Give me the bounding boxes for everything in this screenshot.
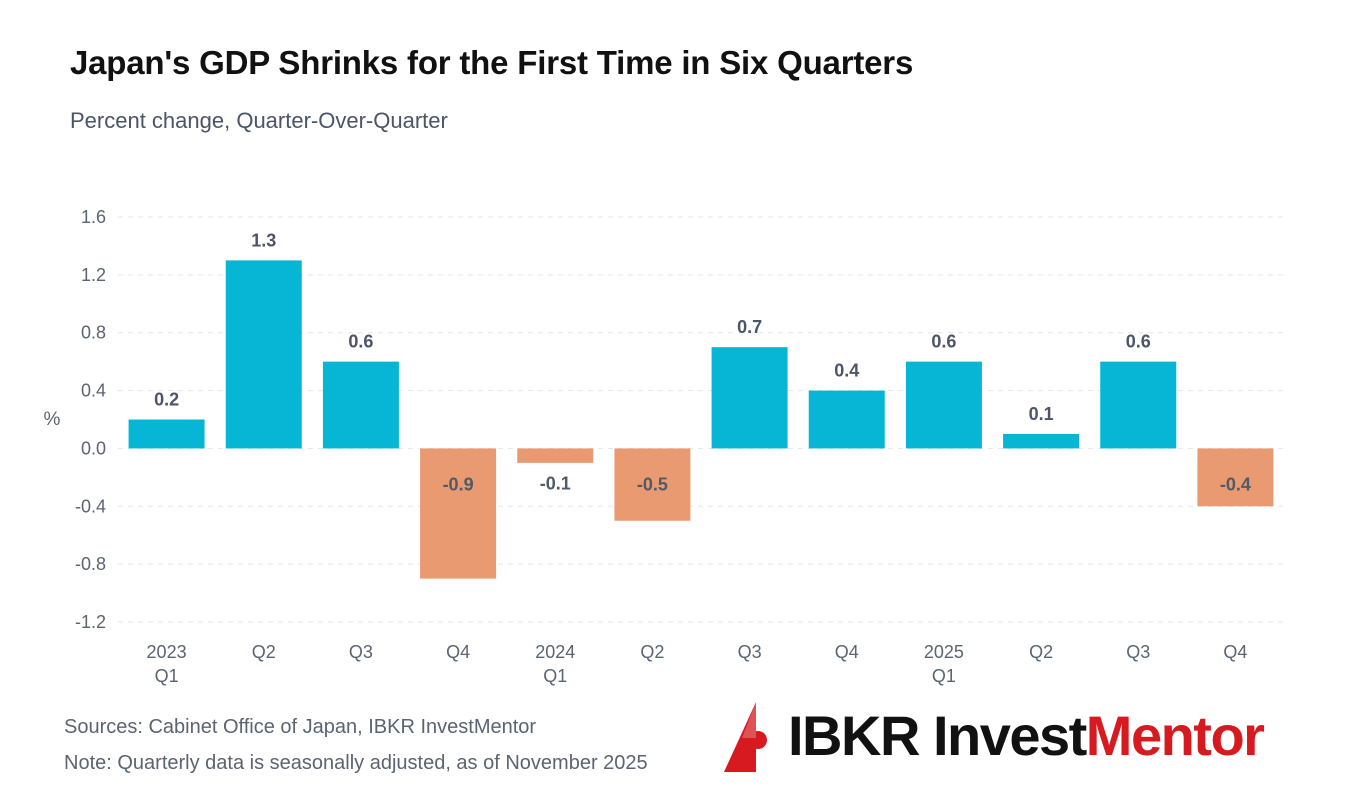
- value-label: -0.1: [540, 473, 571, 493]
- x-tick-label: Q2: [1029, 642, 1053, 662]
- y-tick-label: -0.8: [75, 554, 106, 574]
- bars: [128, 260, 1274, 579]
- y-tick-label: 1.2: [81, 265, 106, 285]
- chart-subtitle: Percent change, Quarter-Over-Quarter: [70, 108, 448, 133]
- y-tick-label: 0.4: [81, 381, 106, 401]
- grid-lines: [118, 216, 1284, 623]
- brand-wordmark: IBKR InvestMentor: [788, 704, 1265, 768]
- bar: [322, 361, 399, 449]
- value-label: 0.6: [1126, 332, 1151, 352]
- value-label: -0.4: [1220, 474, 1251, 494]
- value-label: 0.2: [154, 390, 179, 410]
- y-tick-label: 0.8: [81, 323, 106, 343]
- bar: [1197, 448, 1274, 507]
- y-axis-label: %: [44, 409, 61, 430]
- x-tick-label: Q1: [155, 666, 179, 686]
- value-label: 0.6: [348, 332, 373, 352]
- x-tick-label: Q3: [1126, 642, 1150, 662]
- x-tick-label: Q3: [738, 642, 762, 662]
- x-tick-year: 2025: [924, 642, 964, 662]
- x-axis-ticks: 2023 Q1 Q2 Q3 Q4 2024 Q1 Q2 Q3 Q4 2025 Q1 Q2 Q3 Q4: [147, 642, 1248, 686]
- bar: [128, 419, 205, 449]
- sources-note: Sources: Cabinet Office of Japan, IBKR I…: [64, 716, 537, 738]
- value-label: -0.9: [443, 474, 474, 494]
- x-tick-label: Q3: [349, 642, 373, 662]
- brand-name-red: Mentor: [1085, 704, 1265, 767]
- bar: [420, 448, 497, 579]
- value-label: 0.1: [1029, 404, 1054, 424]
- x-tick-label: Q1: [543, 666, 567, 686]
- value-label: 0.7: [737, 317, 762, 337]
- footnote: Note: Quarterly data is seasonally adjus…: [64, 752, 648, 774]
- bar: [1100, 361, 1177, 449]
- x-tick-label: Q4: [446, 642, 470, 662]
- brand-logo: IBKR InvestMentor: [722, 700, 1302, 776]
- ibkr-logo-icon: [724, 702, 767, 772]
- y-tick-label: 0.0: [81, 438, 106, 458]
- bar: [905, 361, 982, 449]
- bar: [1003, 433, 1080, 449]
- x-tick-year: 2023: [147, 642, 187, 662]
- bar: [808, 390, 885, 449]
- value-labels: 0.2 1.3 0.6 -0.9 -0.1 -0.5 0.7 0.4 0.6 0.1 0.6 -0.4: [154, 230, 1251, 494]
- x-tick-year: 2024: [535, 642, 575, 662]
- x-tick-label: Q2: [640, 642, 664, 662]
- bar: [614, 448, 691, 521]
- bar: [225, 260, 302, 449]
- value-label: -0.5: [637, 474, 668, 494]
- x-tick-label: Q4: [835, 642, 859, 662]
- y-tick-label: 1.6: [81, 207, 106, 227]
- y-tick-label: -0.4: [75, 496, 106, 516]
- value-label: 0.4: [834, 361, 859, 381]
- value-label: 1.3: [251, 230, 276, 250]
- y-tick-label: -1.2: [75, 612, 106, 632]
- value-label: 0.6: [931, 332, 956, 352]
- x-tick-label: Q2: [252, 642, 276, 662]
- brand-name-dark: IBKR Invest: [788, 704, 1087, 767]
- bar-chart: 1.6 1.2 0.8 0.4 0.0 -0.4 -0.8 -1.2 % 0.2 1.3 0.6 -…: [44, 207, 1284, 686]
- y-axis-ticks: 1.6 1.2 0.8 0.4 0.0 -0.4 -0.8 -1.2: [75, 207, 106, 632]
- x-tick-label: Q1: [932, 666, 956, 686]
- bar: [517, 448, 594, 463]
- x-tick-label: Q4: [1223, 642, 1247, 662]
- chart-title: Japan's GDP Shrinks for the First Time i…: [70, 44, 914, 81]
- bar: [711, 347, 788, 449]
